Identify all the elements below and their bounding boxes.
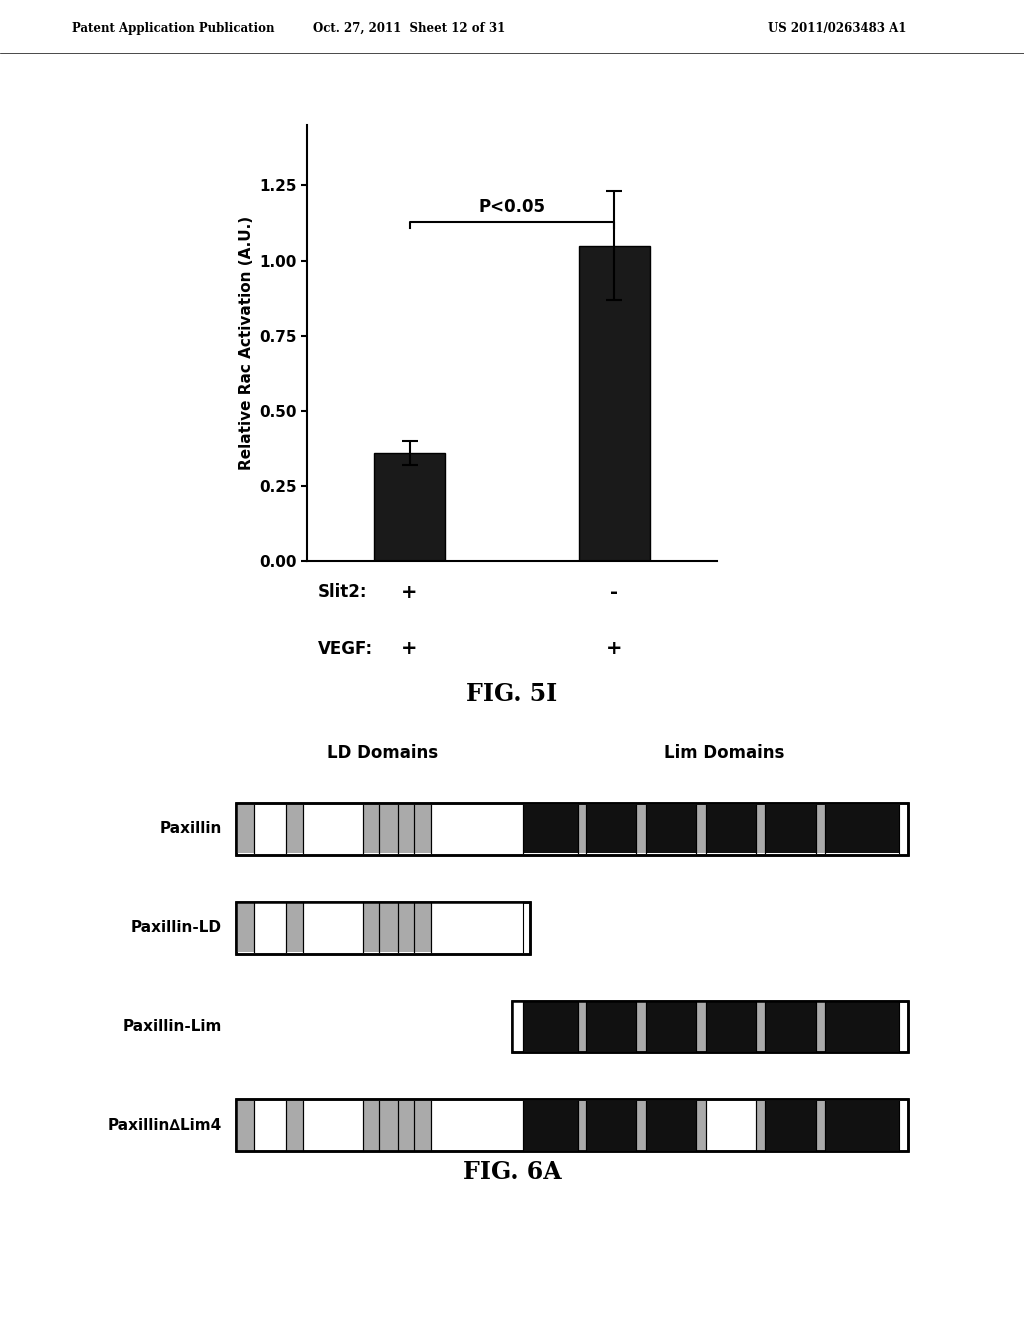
Bar	[579, 246, 650, 561]
Text: +: +	[401, 639, 418, 657]
Bar	[379, 804, 397, 854]
Bar	[287, 1101, 303, 1150]
Bar	[523, 1101, 579, 1150]
Text: Patent Application Publication: Patent Application Publication	[72, 22, 274, 34]
Text: Lim Domains: Lim Domains	[664, 743, 784, 762]
Bar	[287, 804, 303, 854]
Bar	[254, 804, 287, 854]
Bar	[397, 1101, 415, 1150]
Bar	[637, 804, 646, 854]
Bar	[706, 804, 757, 854]
Bar	[756, 804, 766, 854]
Bar	[766, 1002, 816, 1051]
Bar	[579, 804, 586, 854]
Bar	[236, 803, 908, 855]
Bar	[523, 804, 579, 854]
Bar	[706, 1101, 757, 1150]
Bar	[579, 1002, 586, 1051]
Text: Paxillin: Paxillin	[160, 821, 222, 837]
Text: US 2011/0263483 A1: US 2011/0263483 A1	[768, 22, 906, 34]
Bar	[254, 1101, 287, 1150]
Bar	[236, 804, 254, 854]
Text: Oct. 27, 2011  Sheet 12 of 31: Oct. 27, 2011 Sheet 12 of 31	[313, 22, 506, 34]
Bar	[236, 902, 530, 953]
Bar	[825, 1002, 899, 1051]
Bar	[756, 1101, 766, 1150]
Bar	[236, 902, 530, 953]
Bar	[512, 1001, 908, 1052]
Bar	[646, 804, 696, 854]
Text: +: +	[606, 639, 623, 657]
Bar	[431, 903, 523, 952]
Bar	[696, 1002, 706, 1051]
Bar	[586, 1101, 637, 1150]
Bar	[254, 903, 287, 952]
Bar	[379, 1101, 397, 1150]
Text: LD Domains: LD Domains	[328, 743, 438, 762]
Bar	[397, 903, 415, 952]
Bar	[816, 804, 825, 854]
Bar	[362, 903, 379, 952]
Bar	[756, 1002, 766, 1051]
Text: FIG. 6A: FIG. 6A	[463, 1159, 561, 1184]
Bar	[362, 804, 379, 854]
Bar	[586, 1002, 637, 1051]
Bar	[303, 1101, 362, 1150]
Bar	[236, 1100, 908, 1151]
Bar	[816, 1002, 825, 1051]
Bar	[696, 804, 706, 854]
Bar	[706, 1002, 757, 1051]
Bar	[374, 453, 445, 561]
Y-axis label: Relative Rac Activation (A.U.): Relative Rac Activation (A.U.)	[239, 216, 254, 470]
Bar	[236, 1101, 254, 1150]
Bar	[379, 903, 397, 952]
Bar	[415, 804, 431, 854]
Text: Paxillin-Lim: Paxillin-Lim	[122, 1019, 222, 1034]
Text: Paxillin-LD: Paxillin-LD	[131, 920, 222, 935]
Bar	[397, 804, 415, 854]
Bar	[303, 903, 362, 952]
Bar	[287, 903, 303, 952]
Bar	[825, 1101, 899, 1150]
Bar	[236, 1100, 908, 1151]
Bar	[816, 1101, 825, 1150]
Bar	[579, 1101, 586, 1150]
Bar	[766, 1101, 816, 1150]
Text: +: +	[401, 583, 418, 602]
Bar	[512, 1002, 523, 1051]
Text: FIG. 5I: FIG. 5I	[466, 682, 558, 706]
Bar	[362, 1101, 379, 1150]
Text: P<0.05: P<0.05	[478, 198, 546, 215]
Bar	[696, 1101, 706, 1150]
Bar	[586, 804, 637, 854]
Bar	[415, 1101, 431, 1150]
Bar	[646, 1101, 696, 1150]
Bar	[637, 1101, 646, 1150]
Bar	[637, 1002, 646, 1051]
Bar	[523, 1002, 579, 1051]
Bar	[431, 804, 523, 854]
Bar	[236, 903, 254, 952]
Bar	[431, 1101, 523, 1150]
Bar	[825, 804, 899, 854]
Bar	[236, 803, 908, 855]
Text: VEGF:: VEGF:	[317, 639, 373, 657]
Text: Slit2:: Slit2:	[317, 583, 367, 602]
Bar	[512, 1001, 908, 1052]
Bar	[646, 1002, 696, 1051]
Bar	[415, 903, 431, 952]
Bar	[766, 804, 816, 854]
Bar	[303, 804, 362, 854]
Text: Paxillin∆Lim4: Paxillin∆Lim4	[108, 1118, 222, 1133]
Text: -: -	[610, 583, 618, 602]
